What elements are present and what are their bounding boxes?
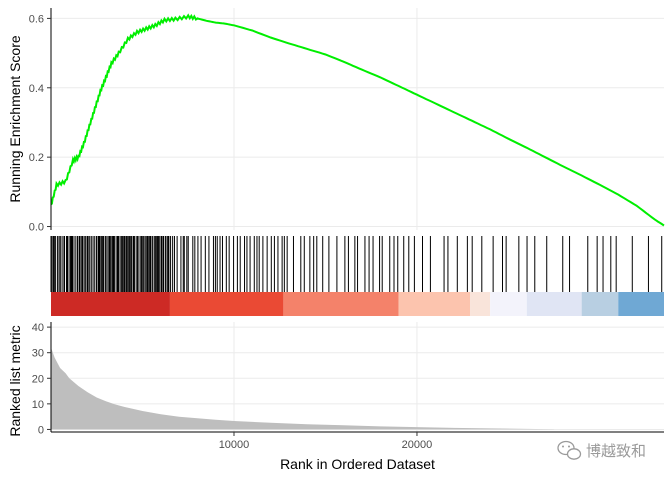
x-tick-label: 10000 xyxy=(219,439,250,451)
x-axis-title: Rank in Ordered Dataset xyxy=(280,456,435,472)
heatmap-segment xyxy=(169,292,284,316)
watermark: 博越致和 xyxy=(557,440,646,460)
enrichment-y-tick-label: 0.4 xyxy=(29,83,44,95)
enrichment-y-tick-label: 0.0 xyxy=(29,222,44,234)
heatmap-segment xyxy=(618,292,664,316)
ranked-metric-gridlines xyxy=(51,322,664,432)
ranked-metric-y-tick-label: 40 xyxy=(32,322,44,334)
heatmap-segment xyxy=(526,292,582,316)
enrichment-score-panel: 0.0 0.2 0.4 0.6 Running Enrichment Score xyxy=(7,8,665,234)
enrichment-y-tick-label: 0.6 xyxy=(29,13,44,25)
heatmap-segment xyxy=(398,292,471,316)
watermark-text: 博越致和 xyxy=(586,442,646,460)
gene-hits-panel xyxy=(50,236,663,292)
rank-heatmap-band xyxy=(51,292,664,316)
ranked-metric-y-tick-label: 20 xyxy=(32,373,44,385)
ranked-metric-y-ticks: 0 10 20 30 40 xyxy=(32,322,51,436)
ranked-metric-y-tick-label: 0 xyxy=(38,424,44,436)
enrichment-y-ticks: 0.0 0.2 0.4 0.6 xyxy=(29,13,51,234)
x-tick-label: 20000 xyxy=(402,439,433,451)
heatmap-segment xyxy=(490,292,527,316)
x-ticks: 10000 20000 xyxy=(219,432,433,451)
ranked-metric-area xyxy=(51,347,555,430)
enrichment-y-axis-title: Running Enrichment Score xyxy=(7,35,23,203)
gene-hit-barcode xyxy=(51,236,663,292)
heatmap-segment xyxy=(283,292,399,316)
enrichment-score-line xyxy=(50,13,665,227)
enrichment-y-tick-label: 0.2 xyxy=(29,152,44,164)
enrichment-gridlines xyxy=(51,8,664,230)
heatmap-segment xyxy=(581,292,619,316)
ranked-metric-y-tick-label: 30 xyxy=(32,348,44,360)
ranked-metric-y-axis-title: Ranked list metric xyxy=(7,325,23,436)
heatmap-segment xyxy=(470,292,491,316)
heatmap-segment xyxy=(51,292,170,316)
ranked-metric-y-tick-label: 10 xyxy=(32,399,44,411)
wechat-logo-icon xyxy=(557,440,582,460)
